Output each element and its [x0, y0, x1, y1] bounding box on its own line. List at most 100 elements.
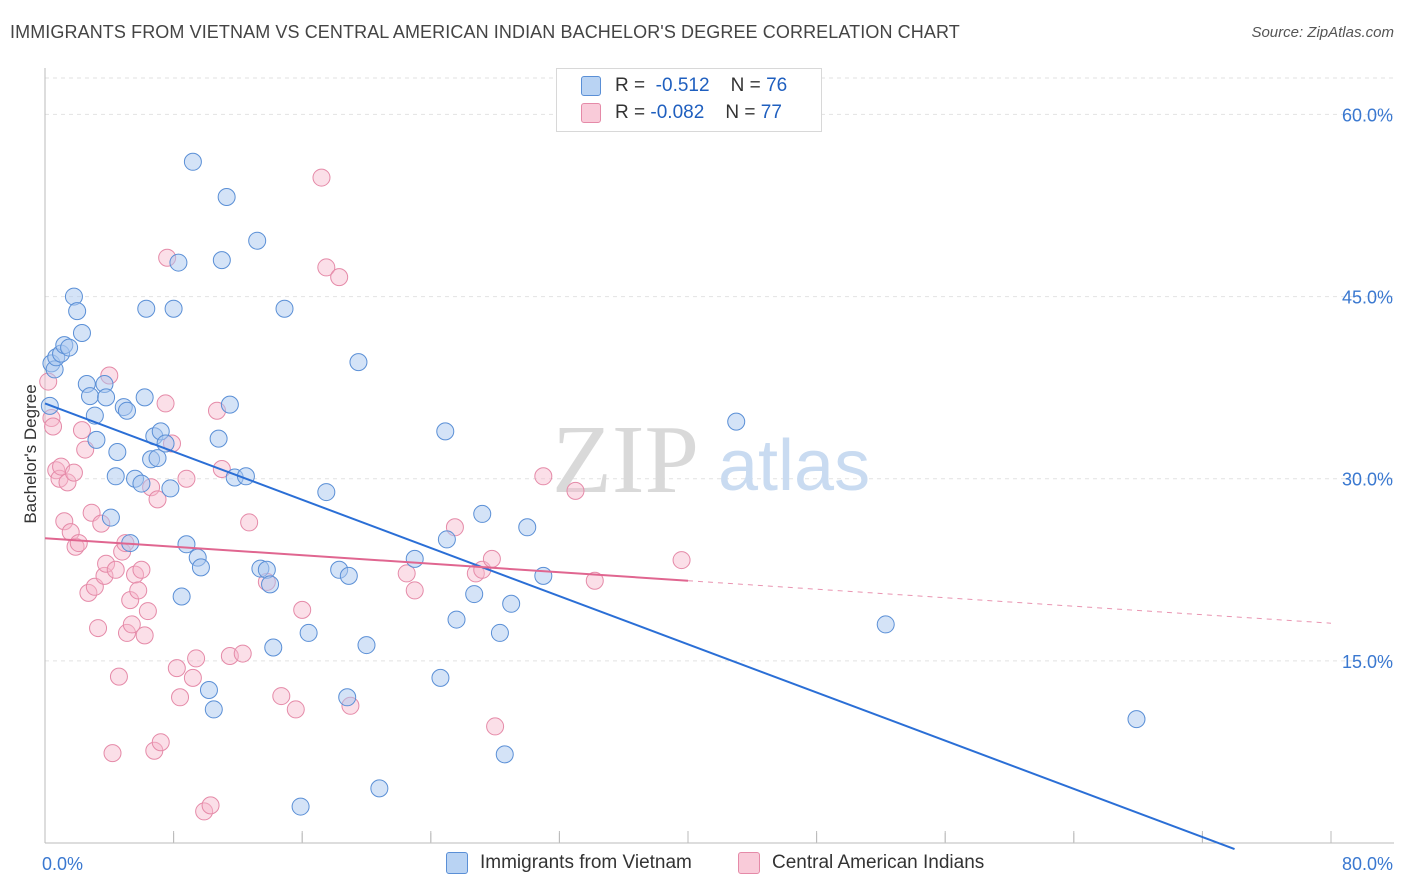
bottom-legend-central-american: Central American Indians: [738, 852, 984, 874]
data-point-central-american: [97, 554, 116, 573]
data-point-central-american: [64, 463, 83, 482]
legend-n-label: N =: [730, 75, 761, 96]
x-tick-label: 0.0%: [42, 854, 83, 874]
source-label: Source: ZipAtlas.com: [1251, 24, 1394, 41]
data-point-central-american: [135, 626, 154, 645]
data-point-vietnam: [169, 253, 188, 272]
data-point-vietnam: [518, 518, 537, 537]
data-point-vietnam: [436, 422, 455, 441]
data-point-vietnam: [177, 535, 196, 554]
data-point-vietnam: [502, 594, 521, 613]
legend-r-label: R =: [615, 75, 646, 96]
legend-row-vietnam: R = -0.512 N = 76: [581, 73, 787, 99]
data-point-vietnam: [108, 443, 127, 461]
data-point-central-american: [405, 581, 424, 600]
data-point-vietnam: [164, 299, 183, 318]
y-tick-label: 60.0%: [1342, 105, 1393, 125]
y-axis-label: Bachelor's Degree: [21, 384, 40, 524]
data-point-vietnam: [81, 387, 100, 406]
data-point-vietnam: [1127, 710, 1146, 729]
trend-line-central-american: [44, 537, 689, 582]
data-point-central-american: [171, 688, 190, 707]
legend-row-central-american: R = -0.082 N = 77: [581, 100, 782, 126]
data-point-vietnam: [876, 615, 895, 634]
trend-lines: [44, 402, 1332, 851]
data-point-central-american: [272, 687, 291, 706]
data-point-central-american: [672, 551, 691, 570]
data-point-vietnam: [299, 623, 318, 642]
data-point-central-american: [177, 469, 196, 488]
data-point-central-american: [317, 258, 336, 277]
data-point-vietnam: [72, 324, 91, 342]
data-point-vietnam: [64, 287, 83, 306]
axes: [44, 68, 1394, 844]
bottom-legend-swatch-blue: [446, 852, 468, 874]
data-point-vietnam: [490, 623, 509, 642]
legend-n-value: 76: [766, 75, 788, 96]
data-point-vietnam: [473, 504, 492, 523]
data-point-vietnam: [370, 779, 389, 798]
gridlines: [45, 77, 1394, 662]
data-point-vietnam: [317, 483, 336, 502]
data-point-central-american: [240, 513, 259, 532]
data-point-central-american: [201, 796, 220, 815]
data-point-central-american: [183, 668, 202, 687]
data-point-vietnam: [172, 587, 191, 606]
data-point-central-american: [89, 619, 108, 638]
chart-title: IMMIGRANTS FROM VIETNAM VS CENTRAL AMERI…: [10, 22, 960, 42]
data-point-vietnam: [257, 560, 276, 579]
data-point-vietnam: [264, 638, 283, 657]
tick-labels: 15.0% 30.0% 45.0% 60.0% 0.0% 80.0%: [42, 105, 1393, 874]
series-central-american-indians: [39, 168, 691, 821]
data-point-central-american: [330, 268, 349, 287]
legend-r-value: -0.082: [650, 102, 705, 123]
data-point-vietnam: [204, 700, 223, 719]
data-point-central-american: [129, 581, 148, 600]
data-point-central-american: [109, 667, 128, 686]
data-point-central-american: [55, 512, 74, 531]
data-point-vietnam: [275, 299, 294, 318]
data-point-vietnam: [220, 395, 239, 414]
data-point-vietnam: [437, 530, 456, 549]
bottom-legend-label: Central American Indians: [772, 852, 985, 873]
bottom-legend-label: Immigrants from Vietnam: [480, 852, 692, 873]
data-point-central-american: [233, 644, 252, 663]
legend-swatch-blue: [581, 76, 601, 96]
data-point-central-american: [482, 549, 501, 568]
data-point-central-american: [187, 649, 206, 668]
data-point-vietnam: [349, 353, 368, 372]
data-point-vietnam: [248, 231, 267, 250]
data-point-central-american: [566, 481, 585, 500]
data-point-central-american: [132, 560, 151, 579]
data-point-central-american: [486, 717, 505, 736]
data-point-vietnam: [135, 388, 154, 407]
data-point-central-american: [122, 615, 141, 634]
y-tick-label: 30.0%: [1342, 470, 1393, 490]
data-point-central-american: [312, 168, 331, 187]
data-point-vietnam: [447, 610, 466, 629]
data-point-vietnam: [217, 188, 236, 206]
data-point-central-american: [286, 700, 305, 719]
data-point-vietnam: [339, 566, 358, 585]
data-point-vietnam: [727, 412, 746, 431]
data-point-vietnam: [87, 430, 106, 449]
data-point-vietnam: [148, 449, 167, 468]
data-point-vietnam: [161, 479, 180, 498]
data-point-central-american: [138, 602, 157, 621]
data-point-vietnam: [465, 585, 484, 604]
data-point-central-american: [167, 659, 186, 678]
data-point-vietnam: [405, 549, 424, 568]
trend-line-vietnam: [44, 402, 1235, 851]
bottom-legend-swatch-pink: [738, 852, 760, 874]
data-point-vietnam: [209, 429, 228, 448]
data-point-vietnam: [357, 636, 376, 655]
y-tick-label: 45.0%: [1342, 288, 1393, 308]
data-point-central-american: [66, 537, 85, 556]
y-tick-label: 15.0%: [1342, 652, 1393, 672]
data-point-central-american: [69, 534, 88, 553]
data-point-vietnam: [338, 688, 357, 707]
legend-r-label: R =: [615, 102, 646, 123]
data-point-vietnam: [68, 302, 87, 321]
data-point-central-american: [106, 560, 125, 579]
